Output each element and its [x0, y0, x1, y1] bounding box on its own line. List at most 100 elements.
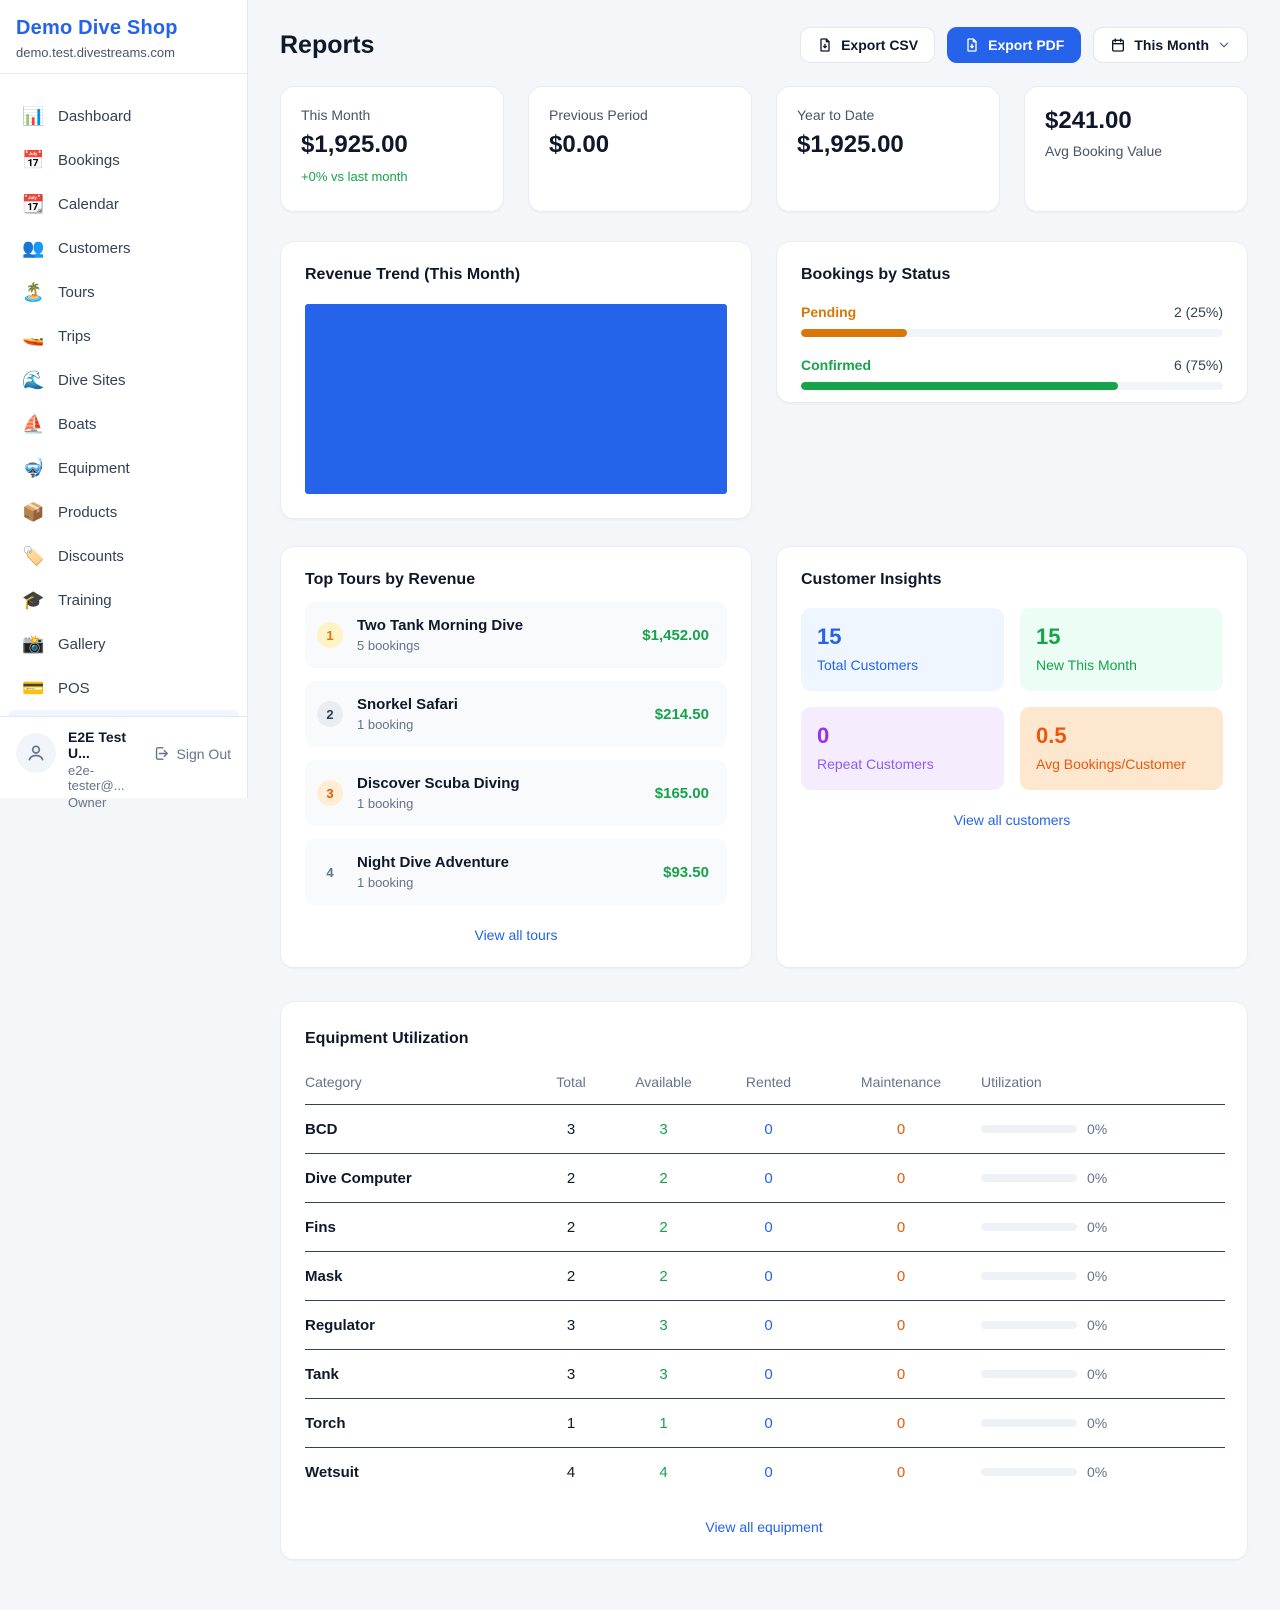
view-all-customers-link[interactable]: View all customers	[953, 812, 1071, 828]
sidebar-item-bookings[interactable]: 📅 Bookings	[8, 138, 239, 182]
sidebar-item-calendar[interactable]: 📆 Calendar	[8, 182, 239, 226]
equipment-row: Mask 2 2 0 0 0%	[305, 1251, 1225, 1301]
tour-revenue: $214.50	[654, 705, 709, 723]
sidebar-item-label: Calendar	[58, 195, 119, 213]
stat-label: Previous Period	[549, 107, 648, 123]
insight-tile-total-customers: 15 Total Customers	[801, 608, 1004, 691]
equipment-header-row: Category Total Available Rented Maintena…	[305, 1066, 1225, 1105]
equipment-utilization: 0%	[981, 1300, 1225, 1350]
view-all-equipment-link[interactable]: View all equipment	[705, 1518, 823, 1535]
stat-card-year-to-date: Year to Date $1,925.00	[776, 86, 1000, 212]
file-download-icon	[820, 38, 830, 52]
period-dropdown[interactable]: This Month	[1093, 27, 1248, 63]
user-name: E2E Test U...	[68, 729, 127, 761]
sidebar-item-label: Dive Sites	[58, 371, 126, 389]
utilization-bar-track	[981, 1370, 1077, 1378]
sidebar-item-label: Tours	[58, 283, 95, 301]
equipment-utilization: 0%	[981, 1398, 1225, 1448]
utilization-bar-track	[981, 1125, 1077, 1133]
brand-block: Demo Dive Shop demo.test.divestreams.com	[0, 0, 247, 74]
insight-value: 0	[817, 723, 830, 748]
equipment-category: BCD	[305, 1104, 531, 1154]
equipment-available: 2	[611, 1153, 716, 1203]
sidebar-item-tours[interactable]: 🏝️ Tours	[8, 270, 239, 314]
stat-label: Avg Booking Value	[1045, 143, 1163, 159]
equipment-category: Wetsuit	[305, 1463, 359, 1481]
sidebar-item-dive-sites[interactable]: 🌊 Dive Sites	[8, 358, 239, 402]
equipment-rented: 0	[716, 1300, 821, 1350]
sidebar-item-products[interactable]: 📦 Products	[8, 490, 239, 534]
top-tours-title: Top Tours by Revenue	[305, 571, 476, 588]
sidebar-item-label: Training	[58, 591, 112, 609]
sidebar-item-pos[interactable]: 💳 POS	[8, 666, 239, 710]
equipment-available: 1	[611, 1398, 716, 1448]
file-download-icon	[967, 38, 977, 52]
equipment-category: Torch	[305, 1398, 531, 1448]
export-csv-button[interactable]: Export CSV	[800, 27, 936, 63]
rank-badge: 2	[317, 701, 343, 727]
equipment-rented: 0	[716, 1251, 821, 1301]
products-icon: 📦	[22, 501, 45, 522]
insight-tile-new-this-month: 15 New This Month	[1020, 608, 1223, 691]
tour-revenue: $93.50	[663, 863, 709, 881]
equipment-available: 2	[611, 1202, 716, 1252]
sidebar-item-trips[interactable]: 🚤 Trips	[8, 314, 239, 358]
equipment-utilization-card: Equipment Utilization Category Total Ava…	[280, 1001, 1248, 1560]
page-header: Reports Export CSV Export PDF This Month	[280, 27, 1248, 63]
person-icon	[28, 745, 44, 761]
col-rented: Rented	[716, 1066, 821, 1105]
equipment-maintenance: 0	[821, 1104, 981, 1154]
sidebar-item-reports-partial[interactable]	[8, 710, 239, 716]
status-value: 6 (75%)	[1173, 357, 1223, 373]
status-label: Pending	[801, 304, 857, 320]
tour-bookings: 5 bookings	[357, 638, 420, 653]
tour-name: Two Tank Morning Dive	[357, 617, 524, 634]
equipment-total: 1	[531, 1398, 611, 1448]
dashboard-icon: 📊	[22, 105, 45, 126]
equipment-utilization: 0%	[981, 1448, 1225, 1497]
main-content: Reports Export CSV Export PDF This Month…	[280, 0, 1248, 1560]
utilization-bar-track	[981, 1223, 1077, 1231]
status-row-confirmed: Confirmed 6 (75%)	[801, 357, 1223, 390]
stat-value: $1,925.00	[797, 131, 904, 158]
sidebar-item-boats[interactable]: ⛵ Boats	[8, 402, 239, 446]
sidebar-item-gallery[interactable]: 📸 Gallery	[8, 622, 239, 666]
status-bar-track	[801, 382, 1223, 390]
rank-badge: 4	[326, 864, 334, 880]
sidebar-item-label: Products	[58, 503, 118, 521]
stat-value: $1,925.00	[301, 131, 408, 158]
sign-out-button[interactable]: Sign Out	[153, 745, 231, 762]
utilization-percent: 0%	[1087, 1317, 1108, 1333]
col-maintenance: Maintenance	[821, 1066, 981, 1105]
sidebar-item-label: Discounts	[58, 547, 124, 565]
tour-bookings: 1 booking	[357, 875, 414, 890]
equipment-maintenance: 0	[821, 1153, 981, 1203]
sidebar-item-dashboard[interactable]: 📊 Dashboard	[8, 94, 239, 138]
sidebar-item-label: Dashboard	[58, 107, 132, 125]
insight-tile-avg-bookings: 0.5 Avg Bookings/Customer	[1020, 707, 1223, 790]
utilization-percent: 0%	[1087, 1415, 1108, 1431]
revenue-trend-bar	[305, 304, 727, 494]
sidebar-item-equipment[interactable]: 🤿 Equipment	[8, 446, 239, 490]
stat-card-this-month: This Month $1,925.00 +0% vs last month	[280, 86, 504, 212]
equipment-total: 2	[531, 1251, 611, 1301]
tour-revenue: $1,452.00	[642, 626, 709, 644]
tour-row: 1 Two Tank Morning Dive 5 bookings $1,452…	[305, 602, 727, 668]
bookings-by-status-title: Bookings by Status	[801, 266, 951, 283]
sidebar-item-label: Equipment	[58, 459, 130, 477]
sidebar-item-label: Bookings	[58, 151, 120, 169]
utilization-bar-track	[981, 1272, 1077, 1280]
equipment-rented: 0	[716, 1153, 821, 1203]
sidebar-item-customers[interactable]: 👥 Customers	[8, 226, 239, 270]
page-title: Reports	[280, 30, 375, 59]
tours-icon: 🏝️	[22, 281, 45, 302]
sidebar-item-discounts[interactable]: 🏷️ Discounts	[8, 534, 239, 578]
equipment-total: 3	[531, 1349, 611, 1399]
equipment-total: 3	[531, 1300, 611, 1350]
view-all-tours-link[interactable]: View all tours	[474, 927, 558, 943]
export-pdf-button[interactable]: Export PDF	[947, 27, 1082, 63]
chevron-down-icon	[1219, 42, 1229, 48]
user-email: e2e-tester@...	[68, 763, 125, 793]
sidebar-item-training[interactable]: 🎓 Training	[8, 578, 239, 622]
equipment-utilization: 0%	[981, 1251, 1225, 1301]
